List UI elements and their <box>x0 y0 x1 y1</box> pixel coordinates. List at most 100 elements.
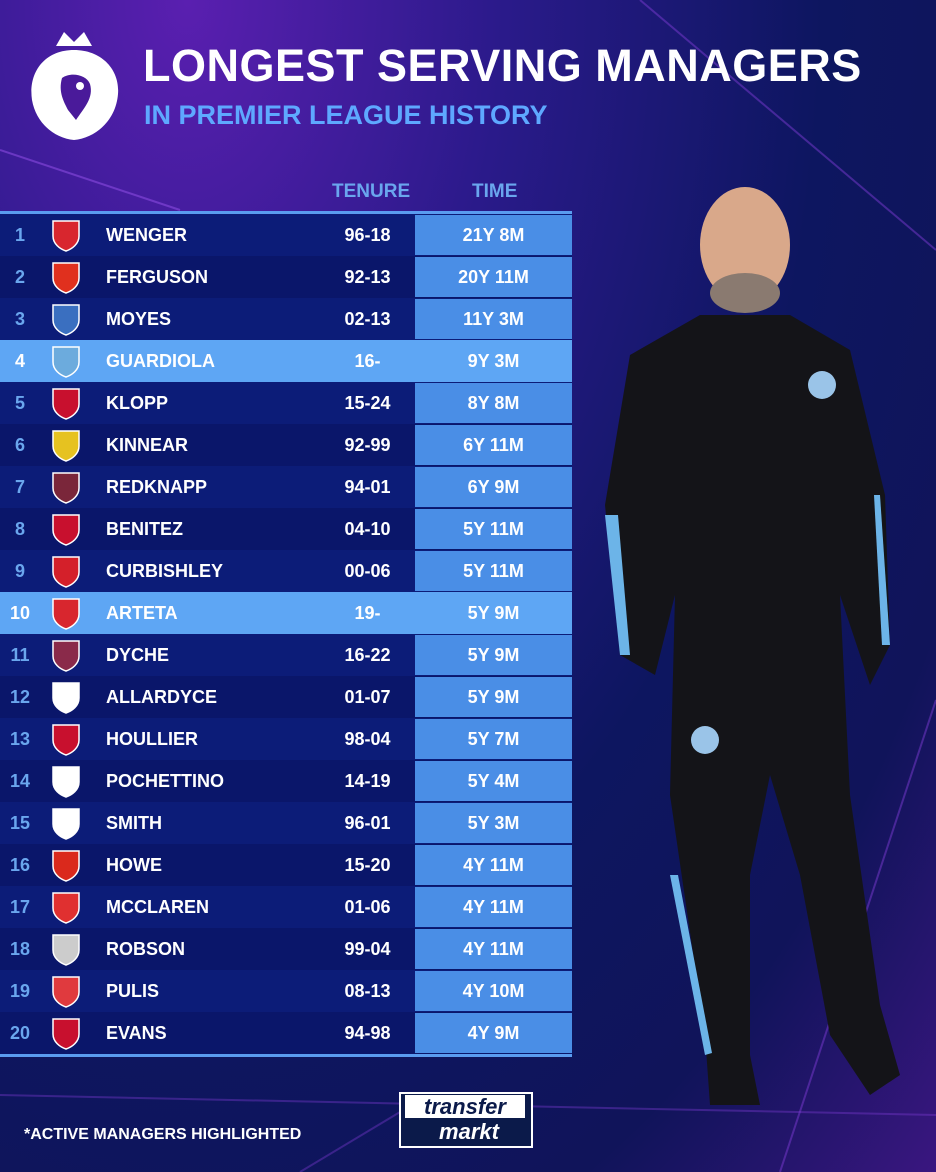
manager-name: PULIS <box>106 980 160 1001</box>
footnote: *ACTIVE MANAGERS HIGHLIGHTED <box>24 1126 302 1143</box>
tenure: 02-13 <box>344 308 391 329</box>
manager-name: HOULLIER <box>106 728 198 749</box>
manager-name: KINNEAR <box>106 434 189 455</box>
table-row: 18 ROBSON 99-04 4Y 11M <box>0 928 572 970</box>
rank: 13 <box>9 728 31 749</box>
everton-crest-icon <box>52 304 80 336</box>
tenure: 94-01 <box>344 476 391 497</box>
manager-name: DYCHE <box>106 644 170 665</box>
rank: 5 <box>14 392 25 413</box>
rank: 4 <box>14 350 25 371</box>
rank: 15 <box>9 812 31 833</box>
manager-name: ROBSON <box>106 938 186 959</box>
wimbledon-crest-icon <box>52 430 80 462</box>
table-row: 17 MCCLAREN 01-06 4Y 11M <box>0 886 572 928</box>
time-served: 4Y 9M <box>415 1013 572 1053</box>
tenure: 16- <box>354 350 381 371</box>
rank: 2 <box>14 266 25 287</box>
liverpool-crest-icon <box>52 388 80 420</box>
liverpool-crest-icon <box>52 1018 80 1050</box>
managers-table: 1 WENGER 96-18 21Y 8M 2 FERGUSON 92-13 20… <box>0 211 572 1057</box>
manager-name: CURBISHLEY <box>106 560 224 581</box>
stoke-crest-icon <box>52 976 80 1008</box>
time-served: 5Y 11M <box>415 551 572 591</box>
manager-name: SMITH <box>106 812 162 833</box>
table-row: 14 POCHETTINO 14-19 5Y 4M <box>0 760 572 802</box>
rank: 18 <box>9 938 31 959</box>
derby-crest-icon <box>52 808 80 840</box>
bournemouth-crest-icon <box>52 850 80 882</box>
man-city-crest-icon <box>52 346 80 378</box>
rank: 17 <box>9 896 31 917</box>
time-served: 5Y 7M <box>415 719 572 759</box>
rank: 12 <box>9 686 31 707</box>
tenure: 04-10 <box>344 518 391 539</box>
tenure: 94-98 <box>344 1022 391 1043</box>
rank: 6 <box>14 434 25 455</box>
time-served: 6Y 11M <box>415 425 572 465</box>
arsenal-crest-icon <box>52 220 80 252</box>
table-row: 6 KINNEAR 92-99 6Y 11M <box>0 424 572 466</box>
bolton-crest-icon <box>52 682 80 714</box>
column-header-tenure: TENURE <box>332 181 411 202</box>
liverpool-crest-icon <box>52 724 80 756</box>
table-row: 13 HOULLIER 98-04 5Y 7M <box>0 718 572 760</box>
tenure: 98-04 <box>344 728 391 749</box>
table-row: 19 PULIS 08-13 4Y 10M <box>0 970 572 1012</box>
tenure: 92-99 <box>344 434 391 455</box>
tenure: 01-07 <box>344 686 391 707</box>
rank: 8 <box>14 518 25 539</box>
manager-name: FERGUSON <box>106 266 209 287</box>
rank: 11 <box>10 644 30 665</box>
time-served: 8Y 8M <box>415 383 572 423</box>
rank: 1 <box>14 224 25 245</box>
time-served: 11Y 3M <box>415 299 572 339</box>
page-subtitle: IN PREMIER LEAGUE HISTORY <box>144 100 548 130</box>
transfermarkt-logo: transfer markt <box>399 1092 533 1148</box>
rank: 3 <box>14 308 25 329</box>
manager-name: KLOPP <box>106 392 169 413</box>
tenure: 14-19 <box>344 770 391 791</box>
west-ham-crest-icon <box>52 472 80 504</box>
rank: 16 <box>9 854 31 875</box>
arsenal-crest-icon <box>52 598 80 630</box>
table-row: 8 BENITEZ 04-10 5Y 11M <box>0 508 572 550</box>
page-title: LONGEST SERVING MANAGERS <box>143 40 862 91</box>
manager-name: ALLARDYCE <box>106 686 217 707</box>
tenure: 08-13 <box>344 980 391 1001</box>
time-served: 4Y 11M <box>415 887 572 927</box>
table-row: 7 REDKNAPP 94-01 6Y 9M <box>0 466 572 508</box>
rank: 10 <box>9 602 31 623</box>
tenure: 99-04 <box>344 938 391 959</box>
manager-name: WENGER <box>106 224 187 245</box>
time-served: 5Y 9M <box>415 677 572 717</box>
table-row: 11 DYCHE 16-22 5Y 9M <box>0 634 572 676</box>
tenure: 15-20 <box>344 854 391 875</box>
table-row: 16 HOWE 15-20 4Y 11M <box>0 844 572 886</box>
table-row: 4 GUARDIOLA 16- 9Y 3M <box>0 340 572 382</box>
tenure: 19- <box>354 602 381 623</box>
time-served: 4Y 10M <box>415 971 572 1011</box>
manager-name: GUARDIOLA <box>106 350 215 371</box>
time-served: 5Y 3M <box>415 803 572 843</box>
table-row: 3 MOYES 02-13 11Y 3M <box>0 298 572 340</box>
manager-name: POCHETTINO <box>106 770 225 791</box>
table-row: 9 CURBISHLEY 00-06 5Y 11M <box>0 550 572 592</box>
time-served: 5Y 11M <box>415 509 572 549</box>
rank: 19 <box>9 980 31 1001</box>
time-served: 4Y 11M <box>415 929 572 969</box>
manager-name: HOWE <box>106 854 162 875</box>
rank: 7 <box>14 476 25 497</box>
newcastle-crest-icon <box>52 934 80 966</box>
time-served: 5Y 4M <box>415 761 572 801</box>
time-served: 5Y 9M <box>467 602 520 623</box>
middlesbrough-crest-icon <box>52 892 80 924</box>
manager-name: MOYES <box>106 308 172 329</box>
manager-name: REDKNAPP <box>106 476 208 497</box>
time-served: 5Y 9M <box>415 635 572 675</box>
tottenham-crest-icon <box>52 766 80 798</box>
brand-line-2: markt <box>439 1119 499 1144</box>
time-served: 21Y 8M <box>415 215 572 255</box>
rank: 9 <box>14 560 25 581</box>
table-row: 15 SMITH 96-01 5Y 3M <box>0 802 572 844</box>
